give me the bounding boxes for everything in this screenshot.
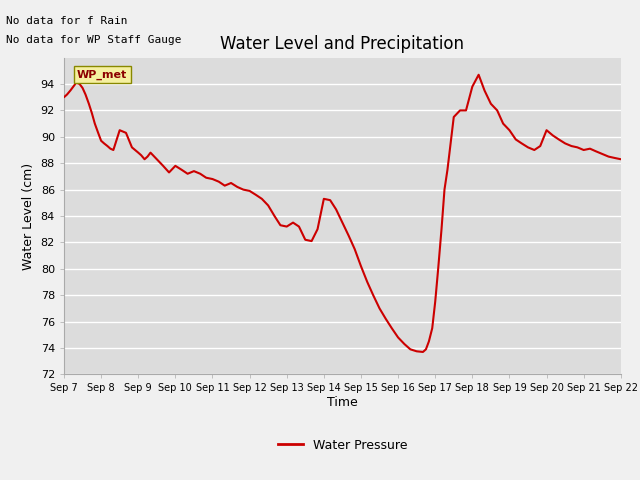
Text: No data for WP Staff Gauge: No data for WP Staff Gauge	[6, 35, 182, 45]
Text: No data for f Rain: No data for f Rain	[6, 16, 128, 26]
Title: Water Level and Precipitation: Water Level and Precipitation	[220, 35, 465, 53]
X-axis label: Time: Time	[327, 396, 358, 409]
Text: WP_met: WP_met	[77, 70, 127, 80]
Legend: Water Pressure: Water Pressure	[273, 434, 412, 457]
Y-axis label: Water Level (cm): Water Level (cm)	[22, 162, 35, 270]
